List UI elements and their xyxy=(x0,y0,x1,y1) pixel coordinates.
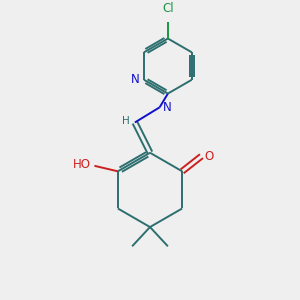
Text: N: N xyxy=(163,101,172,114)
Text: HO: HO xyxy=(73,158,91,171)
Text: N: N xyxy=(131,73,140,86)
Text: O: O xyxy=(205,150,214,163)
Text: H: H xyxy=(122,116,130,126)
Text: Cl: Cl xyxy=(162,2,174,15)
